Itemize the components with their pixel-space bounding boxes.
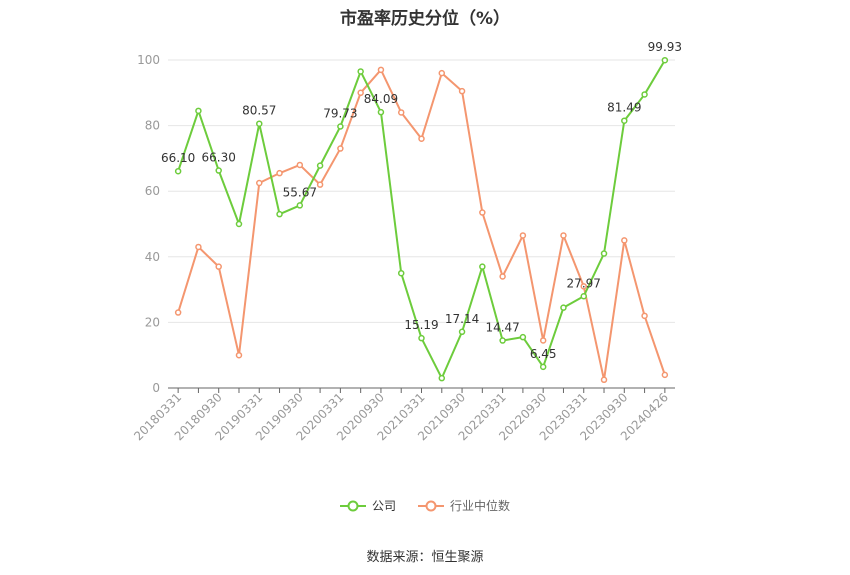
- company-point: [661, 56, 669, 64]
- industry-point: [641, 312, 648, 320]
- legend-industry-icon: [418, 500, 444, 511]
- chart-title: 市盈率历史分位（%）: [339, 9, 511, 29]
- company-point: [256, 120, 263, 127]
- company-point: [621, 117, 628, 124]
- y-tick-label: 60: [145, 184, 160, 198]
- legend-company-icon: [339, 500, 366, 511]
- legend-item-industry[interactable]: 行业中位数: [418, 497, 510, 514]
- company-point: [316, 162, 324, 169]
- company-point: [600, 250, 608, 257]
- company-point: [499, 337, 506, 344]
- company-point: [397, 269, 405, 277]
- company-point: [337, 123, 344, 130]
- company-data-label: 17.14: [445, 312, 479, 326]
- industry-point: [580, 283, 587, 290]
- legend: 公司 行业中位数: [0, 497, 850, 514]
- company-point: [174, 167, 182, 175]
- company-data-label: 80.57: [242, 104, 276, 118]
- y-tick-label: 0: [152, 381, 160, 395]
- industry-point: [316, 181, 324, 188]
- company-data-label: 55.67: [283, 185, 317, 199]
- company-point: [215, 167, 222, 174]
- company-data-label: 84.09: [364, 92, 398, 106]
- company-point: [235, 220, 243, 228]
- company-point: [377, 108, 385, 116]
- industry-point: [621, 237, 628, 244]
- industry-point: [377, 66, 385, 74]
- industry-point: [539, 337, 547, 344]
- industry-point: [479, 209, 486, 216]
- industry-point: [661, 371, 669, 379]
- company-data-label: 81.49: [607, 101, 641, 115]
- company-data-label: 15.19: [404, 318, 438, 332]
- company-data-label: 66.30: [202, 151, 236, 165]
- industry-point: [519, 232, 527, 239]
- industry-point: [600, 376, 608, 384]
- industry-point: [499, 273, 506, 280]
- company-data-label: 99.93: [648, 40, 682, 54]
- company-point: [357, 68, 364, 75]
- company-point: [458, 328, 466, 336]
- data-source: 数据来源：恒生聚源: [366, 550, 484, 565]
- company-point: [195, 107, 202, 115]
- industry-point: [357, 89, 364, 97]
- company-point: [560, 304, 567, 311]
- company-point: [519, 333, 527, 341]
- industry-point: [458, 87, 466, 95]
- y-tick-label: 100: [137, 53, 160, 67]
- legend-company-label: 公司: [371, 499, 396, 513]
- y-tick-label: 40: [145, 250, 160, 264]
- company-point: [296, 202, 304, 209]
- industry-point: [256, 179, 263, 187]
- company-data-label: 6.45: [530, 347, 557, 361]
- industry-point: [195, 243, 202, 251]
- industry-point: [276, 169, 283, 177]
- y-tick-label: 20: [145, 315, 160, 329]
- company-point: [479, 263, 486, 270]
- industry-point: [438, 69, 446, 77]
- company-point: [580, 293, 587, 300]
- industry-point: [296, 161, 304, 169]
- industry-point: [215, 263, 222, 270]
- industry-point: [235, 351, 243, 359]
- y-tick-label: 80: [145, 119, 160, 133]
- industry-point: [337, 145, 344, 152]
- company-point: [641, 91, 648, 98]
- legend-item-company[interactable]: 公司: [339, 497, 396, 514]
- industry-point: [397, 109, 405, 116]
- legend-industry-label: 行业中位数: [450, 499, 511, 513]
- company-point: [539, 363, 547, 371]
- company-data-label: 14.47: [485, 321, 519, 335]
- company-data-label: 27.97: [567, 276, 601, 290]
- company-point: [438, 374, 446, 382]
- company-point: [418, 334, 425, 342]
- company-data-label: 79.73: [323, 106, 357, 120]
- industry-point: [418, 135, 425, 142]
- industry-point: [174, 309, 182, 316]
- company-data-label: 66.10: [161, 151, 195, 165]
- industry-point: [560, 232, 567, 239]
- company-point: [276, 210, 283, 218]
